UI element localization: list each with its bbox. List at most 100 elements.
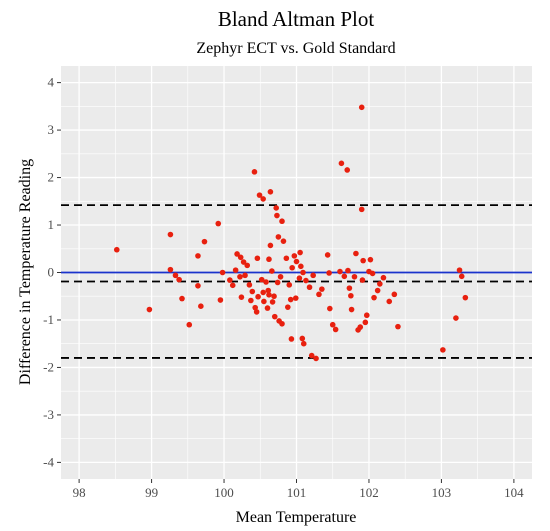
data-point [255,293,261,300]
data-point [293,258,300,265]
data-point [341,273,348,280]
reference-lines [61,204,532,359]
data-point [237,273,243,280]
y-tick-label: 2 [48,170,55,185]
x-tick-label: 102 [359,485,379,500]
data-point [271,293,277,300]
x-tick-label: 98 [73,485,86,500]
data-point [348,306,355,313]
chart-subtitle: Zephyr ECT vs. Gold Standard [196,40,395,57]
data-point [237,254,244,261]
data-point [256,192,263,198]
data-point [440,347,446,353]
data-point [358,206,365,213]
data-point [215,220,222,227]
data-point [249,288,256,295]
data-point [283,255,290,262]
data-point [176,276,182,283]
data-point [306,284,313,291]
data-point [362,319,369,326]
data-point [251,169,258,175]
data-point [248,297,254,304]
data-point [201,238,208,245]
data-point [369,270,376,277]
data-point [338,160,345,167]
data-point [351,273,358,280]
data-point [195,253,201,259]
x-axis-label: Mean Temperature [236,509,357,526]
data-point [287,296,294,303]
data-point [264,305,271,311]
y-tick-label: 1 [48,217,55,232]
data-point [377,281,383,287]
data-point [316,291,322,298]
data-point [260,196,266,202]
data-point [326,270,332,276]
data-point [353,250,359,257]
data-point [263,279,269,285]
data-point [260,289,266,296]
data-point [298,263,304,270]
data-point [288,336,295,342]
data-point [267,242,274,249]
data-point [266,292,272,298]
x-tick-label: 99 [145,485,158,500]
data-point [453,315,459,321]
data-point [167,231,174,238]
data-point [324,252,331,258]
x-tick-label: 103 [432,485,452,500]
data-point [240,259,247,265]
data-point [329,321,336,328]
data-point [167,266,174,273]
data-point [234,251,240,257]
data-point [186,321,193,328]
data-point [308,352,315,359]
y-tick-label: 3 [48,122,55,137]
data-point [254,255,261,262]
data-point [217,297,224,303]
data-point [332,326,339,333]
data-point [219,269,226,276]
data-point [252,304,258,311]
data-points [113,104,469,362]
data-point [357,324,364,330]
data-point [299,335,306,342]
y-tick-label: 0 [48,265,55,280]
y-tick-label: -4 [43,454,54,469]
data-point [238,294,245,300]
data-point [344,167,351,173]
data-point [395,323,401,330]
x-tick-label: 100 [214,485,234,500]
data-point [266,256,272,263]
data-point [113,246,120,253]
data-point [358,104,365,111]
y-axis-label: Difference in Temperature Reading [17,159,34,385]
data-point [285,304,291,310]
data-point [273,205,280,211]
data-point [292,295,299,301]
data-point [269,299,276,305]
data-point [274,212,280,219]
data-point [227,277,233,283]
data-point [363,312,370,319]
data-point [279,218,285,225]
data-point [386,298,393,305]
x-tick-label: 101 [287,485,307,500]
data-point [229,282,236,289]
data-point [271,313,278,320]
data-point [327,305,333,312]
data-point [300,269,306,276]
data-point [172,272,179,279]
data-point [345,267,351,274]
data-point [458,273,465,280]
data-point [310,272,316,279]
data-point [462,294,469,301]
x-axis-ticks: 98 99 100 101 102 103 104 [73,479,524,500]
data-point [348,292,354,299]
y-tick-label: -1 [43,312,54,327]
data-point [456,267,463,273]
data-point [319,286,325,292]
data-point [280,238,287,244]
x-tick-label: 104 [504,485,524,500]
